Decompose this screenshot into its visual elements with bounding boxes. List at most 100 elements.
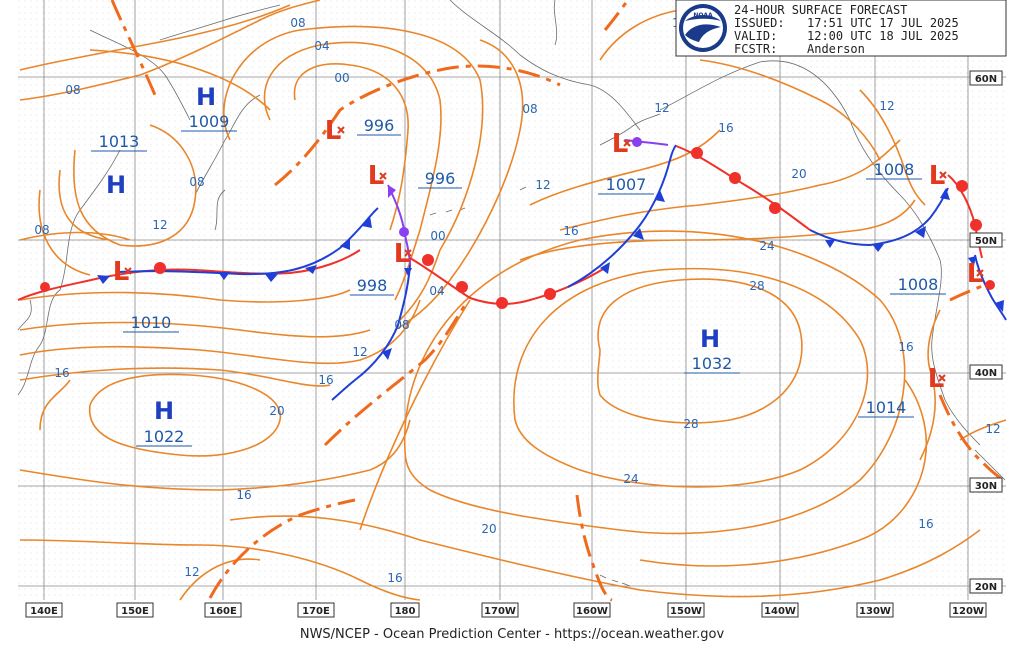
isobar-label: 12: [352, 345, 367, 359]
pressure-value: 1008: [898, 275, 939, 294]
low-symbol: L: [967, 259, 984, 289]
low-symbol: L: [928, 364, 945, 394]
isobar-label: 12: [184, 565, 199, 579]
latitude-label: 20N: [975, 582, 997, 593]
low-center-x-icon: [379, 172, 387, 180]
trough-line: [274, 64, 561, 187]
low-symbol: L: [929, 161, 946, 191]
longitude-label: 140E: [30, 606, 58, 617]
longitude-label: 170W: [484, 606, 516, 617]
cold-front: [809, 187, 949, 247]
isobar-label: 12: [152, 218, 167, 232]
high-symbol: H: [700, 325, 720, 353]
low-center-x-icon: [404, 249, 412, 257]
isobar-label: 16: [718, 121, 733, 135]
isobar-label: 00: [430, 229, 445, 243]
low-center-x-icon: [939, 171, 947, 179]
isobar-label: 20: [791, 167, 806, 181]
longitude-label: 150E: [121, 606, 149, 617]
coastlines: [17, 0, 1006, 587]
latitude-axis: 60N 50N 40N 30N 20N: [969, 70, 1003, 594]
low-pressure-centers: L 996 L 996 L 998 L 1010 L 1007 L 1008 L…: [113, 116, 984, 418]
latitude-label: 60N: [975, 74, 997, 85]
chart-title: 24-HOUR SURFACE FORECAST: [734, 3, 907, 17]
valid-value: 12:00 UTC 18 JUL 2025: [807, 29, 959, 43]
isobar-label: 16: [236, 488, 251, 502]
cold-front: [331, 264, 411, 401]
high-symbol: H: [106, 171, 126, 199]
occluded-front-markers: [388, 137, 642, 237]
high-pressure-centers: H 1009 H 1013 H 1022 H 1032: [91, 83, 740, 447]
isobar-label: 24: [759, 239, 774, 253]
isobar-label: 08: [394, 318, 409, 332]
low-symbol: L: [325, 116, 342, 146]
low-center-x-icon: [623, 139, 631, 147]
pressure-value: 1013: [99, 132, 140, 151]
longitude-label: 180: [395, 606, 416, 617]
isobars: [19, 0, 1007, 601]
pressure-value: 996: [425, 169, 456, 188]
isobar-label: 08: [290, 16, 305, 30]
latitude-label: 50N: [975, 236, 997, 247]
longitude-label: 160W: [576, 606, 608, 617]
low-center-x-icon: [938, 374, 946, 382]
pressure-value: 1008: [874, 160, 915, 179]
isobar-label: 08: [189, 175, 204, 189]
low-center-x-icon: [976, 269, 984, 277]
isobar-label: 24: [623, 472, 638, 486]
trough-line: [938, 394, 1007, 484]
isobar-label: 16: [898, 340, 913, 354]
pressure-value: 1014: [866, 398, 907, 417]
low-center-x-icon: [124, 267, 132, 275]
isobar-label: 16: [387, 571, 402, 585]
isobar-label: 12: [985, 422, 1000, 436]
issued-label: ISSUED:: [734, 16, 785, 30]
trough-line: [110, 0, 157, 96]
trough-line: [208, 498, 356, 599]
trough-line: [949, 283, 986, 302]
warm-front-markers: [40, 147, 995, 309]
low-symbol: L: [394, 239, 411, 269]
isobar-label: 12: [654, 101, 669, 115]
low-symbol: L: [612, 129, 629, 159]
low-symbol: L: [113, 257, 130, 287]
valid-label: VALID:: [734, 29, 777, 43]
pressure-value: 998: [357, 276, 388, 295]
issued-value: 17:51 UTC 17 JUL 2025: [807, 16, 959, 30]
high-symbol: H: [196, 83, 216, 111]
longitude-axis: 140E 150E 160E 170E 180 170W 160W 150W 1…: [25, 602, 987, 618]
isobar-label: 16: [918, 517, 933, 531]
cold-front-markers: [97, 188, 1004, 360]
isobar-label: 16: [54, 366, 69, 380]
cold-front: [974, 254, 1007, 321]
longitude-label: 160E: [209, 606, 237, 617]
isobar-label: 28: [683, 417, 698, 431]
pressure-value: 1009: [189, 112, 230, 131]
pressure-value: 1007: [606, 175, 647, 194]
longitude-label: 120W: [952, 606, 984, 617]
fronts: [17, 137, 1007, 401]
trough-line: [575, 494, 613, 602]
isobar-label: 12: [879, 99, 894, 113]
longitude-label: 140W: [764, 606, 796, 617]
pressure-value: 1022: [144, 427, 185, 446]
high-symbol: H: [154, 397, 174, 425]
isobar-labels: 08 04 00 08 08 12 08 00 04 08 12 16 08 1…: [34, 16, 1000, 585]
forecaster-label: FCSTR:: [734, 42, 777, 56]
pressure-value: 1032: [692, 354, 733, 373]
forecaster-value: Anderson: [807, 42, 865, 56]
isobar-label: 16: [563, 224, 578, 238]
troughs: [110, 0, 1007, 602]
isobar-label: 08: [65, 83, 80, 97]
noaa-logo: NOAA: [679, 4, 727, 52]
trough-line: [323, 304, 467, 447]
latitude-label: 30N: [975, 481, 997, 492]
longitude-label: 150W: [670, 606, 702, 617]
low-symbol: L: [368, 161, 385, 191]
latitude-label: 40N: [975, 368, 997, 379]
longitude-label: 130W: [859, 606, 891, 617]
isobar-label: 00: [334, 71, 349, 85]
low-center-x-icon: [337, 126, 345, 134]
